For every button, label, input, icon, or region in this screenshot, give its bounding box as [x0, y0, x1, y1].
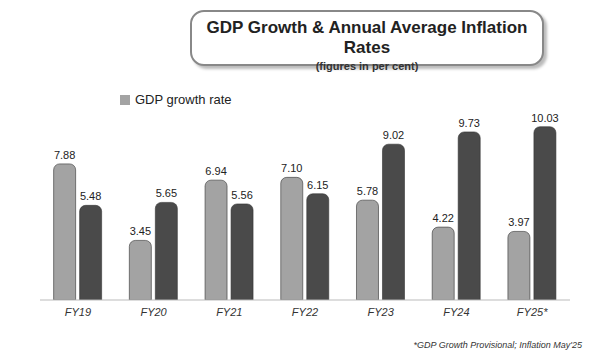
svg-text:6.15: 6.15	[307, 179, 328, 191]
svg-text:FY19: FY19	[65, 306, 91, 318]
svg-text:FY24: FY24	[443, 306, 469, 318]
html-text:GDP Growth & Annual Average In: GDP Growth & Annual Average Inflation Ra…	[206, 18, 528, 57]
html-text:(figures in per cent): (figures in per cent)	[315, 60, 419, 72]
svg-text:9.73: 9.73	[458, 117, 479, 129]
svg-text:3.97: 3.97	[508, 216, 529, 228]
svg-text:5.65: 5.65	[156, 187, 177, 199]
svg-text:9.02: 9.02	[383, 129, 404, 141]
html-text:*GDP Growth Provisional; Infla: *GDP Growth Provisional; Inflation May'2…	[413, 340, 582, 350]
svg-text:7.10: 7.10	[281, 162, 302, 174]
svg-text:7.88: 7.88	[54, 149, 75, 161]
svg-text:FY25*: FY25*	[517, 306, 548, 318]
svg-text:FY21: FY21	[216, 306, 242, 318]
svg-text:5.78: 5.78	[357, 185, 378, 197]
svg-text:6.94: 6.94	[205, 165, 226, 177]
svg-text:FY20: FY20	[140, 306, 167, 318]
svg-text:5.56: 5.56	[231, 189, 252, 201]
svg-text:4.22: 4.22	[432, 212, 453, 224]
svg-text:5.48: 5.48	[80, 190, 101, 202]
svg-text:3.45: 3.45	[130, 225, 151, 237]
html-text:GDP growth rate: GDP growth rate	[135, 92, 232, 107]
svg-text:10.03: 10.03	[531, 112, 559, 124]
svg-text:FY22: FY22	[292, 306, 318, 318]
svg-text:FY23: FY23	[368, 306, 395, 318]
